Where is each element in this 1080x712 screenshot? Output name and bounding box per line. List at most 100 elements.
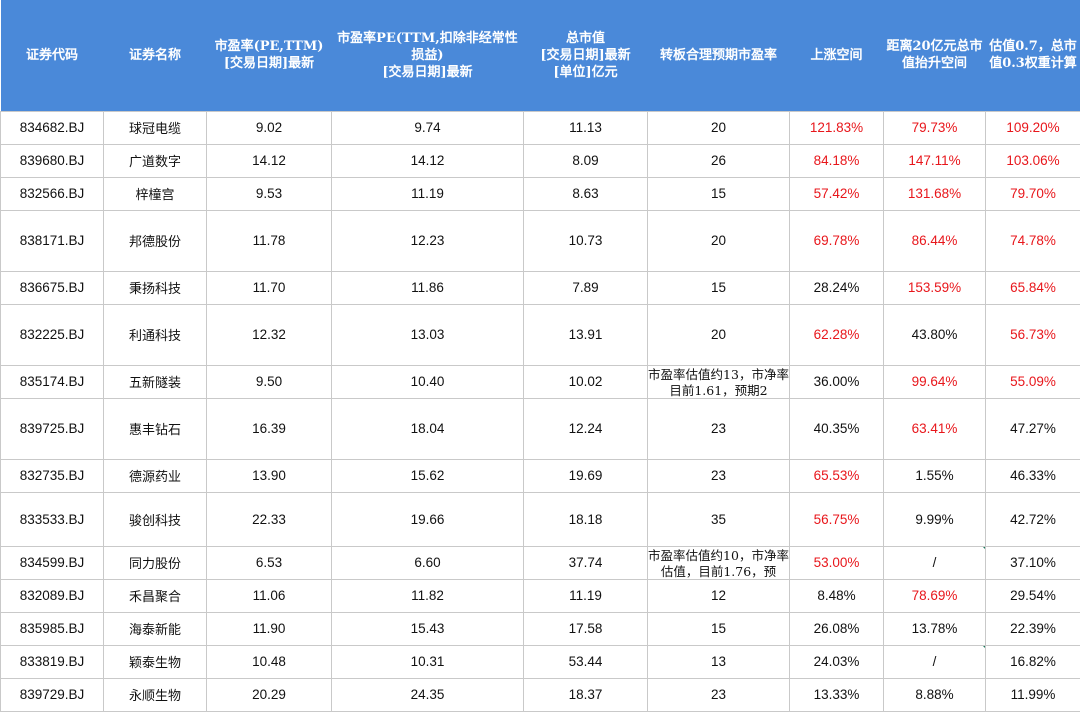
column-header-target-pe[interactable]: 转板合理预期市盈率 <box>648 0 790 111</box>
cell-gap-to-20b[interactable]: 153.59% <box>884 271 986 304</box>
cell-target-pe[interactable]: 26 <box>648 144 790 177</box>
cell-weighted-score[interactable]: 55.09% <box>986 365 1080 398</box>
cell-pe-ttm-excl[interactable]: 15.62 <box>332 459 524 492</box>
cell-weighted-score[interactable]: 37.10% <box>986 546 1080 579</box>
cell-weighted-score[interactable]: 42.72% <box>986 492 1080 546</box>
cell-code[interactable]: 832735.BJ <box>1 459 104 492</box>
cell-name[interactable]: 骏创科技 <box>104 492 207 546</box>
cell-gap-to-20b[interactable]: 78.69% <box>884 579 986 612</box>
cell-upside[interactable]: 36.00% <box>790 365 884 398</box>
cell-pe-ttm-excl[interactable]: 12.23 <box>332 210 524 271</box>
cell-target-pe[interactable]: 20 <box>648 304 790 365</box>
cell-market-cap[interactable]: 11.13 <box>524 111 648 144</box>
cell-market-cap[interactable]: 8.63 <box>524 177 648 210</box>
cell-gap-to-20b[interactable]: 99.64% <box>884 365 986 398</box>
cell-weighted-score[interactable]: 109.20% <box>986 111 1080 144</box>
cell-pe-ttm-excl[interactable]: 9.74 <box>332 111 524 144</box>
cell-upside[interactable]: 121.83% <box>790 111 884 144</box>
cell-code[interactable]: 834599.BJ <box>1 546 104 579</box>
column-header-market-cap[interactable]: 总市值[交易日期]最新[单位]亿元 <box>524 0 648 111</box>
cell-pe-ttm[interactable]: 11.06 <box>207 579 332 612</box>
cell-market-cap[interactable]: 19.69 <box>524 459 648 492</box>
cell-market-cap[interactable]: 53.44 <box>524 645 648 678</box>
cell-market-cap[interactable]: 10.02 <box>524 365 648 398</box>
cell-gap-to-20b[interactable]: / <box>884 645 986 678</box>
cell-market-cap[interactable]: 18.37 <box>524 678 648 711</box>
cell-code[interactable]: 834682.BJ <box>1 111 104 144</box>
cell-name[interactable]: 广道数字 <box>104 144 207 177</box>
cell-market-cap[interactable]: 37.74 <box>524 546 648 579</box>
cell-market-cap[interactable]: 7.89 <box>524 271 648 304</box>
cell-pe-ttm-excl[interactable]: 24.35 <box>332 678 524 711</box>
cell-weighted-score[interactable]: 79.70% <box>986 177 1080 210</box>
cell-gap-to-20b[interactable]: 13.78% <box>884 612 986 645</box>
cell-pe-ttm[interactable]: 13.90 <box>207 459 332 492</box>
cell-target-pe[interactable]: 15 <box>648 612 790 645</box>
cell-market-cap[interactable]: 17.58 <box>524 612 648 645</box>
cell-name[interactable]: 球冠电缆 <box>104 111 207 144</box>
cell-upside[interactable]: 65.53% <box>790 459 884 492</box>
cell-gap-to-20b[interactable]: 86.44% <box>884 210 986 271</box>
cell-code[interactable]: 836675.BJ <box>1 271 104 304</box>
cell-name[interactable]: 德源药业 <box>104 459 207 492</box>
cell-pe-ttm[interactable]: 9.53 <box>207 177 332 210</box>
cell-market-cap[interactable]: 8.09 <box>524 144 648 177</box>
cell-pe-ttm-excl[interactable]: 19.66 <box>332 492 524 546</box>
cell-pe-ttm-excl[interactable]: 11.82 <box>332 579 524 612</box>
cell-pe-ttm[interactable]: 10.48 <box>207 645 332 678</box>
cell-name[interactable]: 梓橦宫 <box>104 177 207 210</box>
cell-code[interactable]: 839729.BJ <box>1 678 104 711</box>
cell-gap-to-20b[interactable]: 63.41% <box>884 398 986 459</box>
column-header-pe-ttm[interactable]: 市盈率(PE,TTM)[交易日期]最新 <box>207 0 332 111</box>
cell-upside[interactable]: 24.03% <box>790 645 884 678</box>
cell-upside[interactable]: 8.48% <box>790 579 884 612</box>
cell-target-pe[interactable]: 15 <box>648 177 790 210</box>
cell-target-pe[interactable]: 13 <box>648 645 790 678</box>
cell-pe-ttm[interactable]: 6.53 <box>207 546 332 579</box>
cell-market-cap[interactable]: 12.24 <box>524 398 648 459</box>
cell-gap-to-20b[interactable]: 147.11% <box>884 144 986 177</box>
cell-upside[interactable]: 26.08% <box>790 612 884 645</box>
cell-name[interactable]: 利通科技 <box>104 304 207 365</box>
cell-market-cap[interactable]: 10.73 <box>524 210 648 271</box>
cell-target-pe[interactable]: 23 <box>648 398 790 459</box>
cell-pe-ttm[interactable]: 22.33 <box>207 492 332 546</box>
cell-target-pe[interactable]: 23 <box>648 459 790 492</box>
column-header-gap-to-20b[interactable]: 距离20亿元总市值抬升空间 <box>884 0 986 111</box>
cell-upside[interactable]: 56.75% <box>790 492 884 546</box>
cell-target-pe[interactable]: 23 <box>648 678 790 711</box>
cell-code[interactable]: 839680.BJ <box>1 144 104 177</box>
cell-pe-ttm-excl[interactable]: 14.12 <box>332 144 524 177</box>
column-header-weighted-score[interactable]: 估值0.7，总市值0.3权重计算 <box>986 0 1080 111</box>
cell-upside[interactable]: 62.28% <box>790 304 884 365</box>
cell-upside[interactable]: 13.33% <box>790 678 884 711</box>
cell-gap-to-20b[interactable]: 1.55% <box>884 459 986 492</box>
cell-pe-ttm[interactable]: 20.29 <box>207 678 332 711</box>
cell-gap-to-20b[interactable]: 43.80% <box>884 304 986 365</box>
cell-gap-to-20b[interactable]: 79.73% <box>884 111 986 144</box>
cell-weighted-score[interactable]: 65.84% <box>986 271 1080 304</box>
cell-upside[interactable]: 40.35% <box>790 398 884 459</box>
cell-weighted-score[interactable]: 47.27% <box>986 398 1080 459</box>
cell-gap-to-20b[interactable]: / <box>884 546 986 579</box>
cell-market-cap[interactable]: 18.18 <box>524 492 648 546</box>
cell-weighted-score[interactable]: 22.39% <box>986 612 1080 645</box>
cell-weighted-score[interactable]: 46.33% <box>986 459 1080 492</box>
cell-pe-ttm[interactable]: 12.32 <box>207 304 332 365</box>
column-header-upside[interactable]: 上涨空间 <box>790 0 884 111</box>
cell-market-cap[interactable]: 11.19 <box>524 579 648 612</box>
cell-weighted-score[interactable]: 16.82% <box>986 645 1080 678</box>
cell-pe-ttm-excl[interactable]: 15.43 <box>332 612 524 645</box>
